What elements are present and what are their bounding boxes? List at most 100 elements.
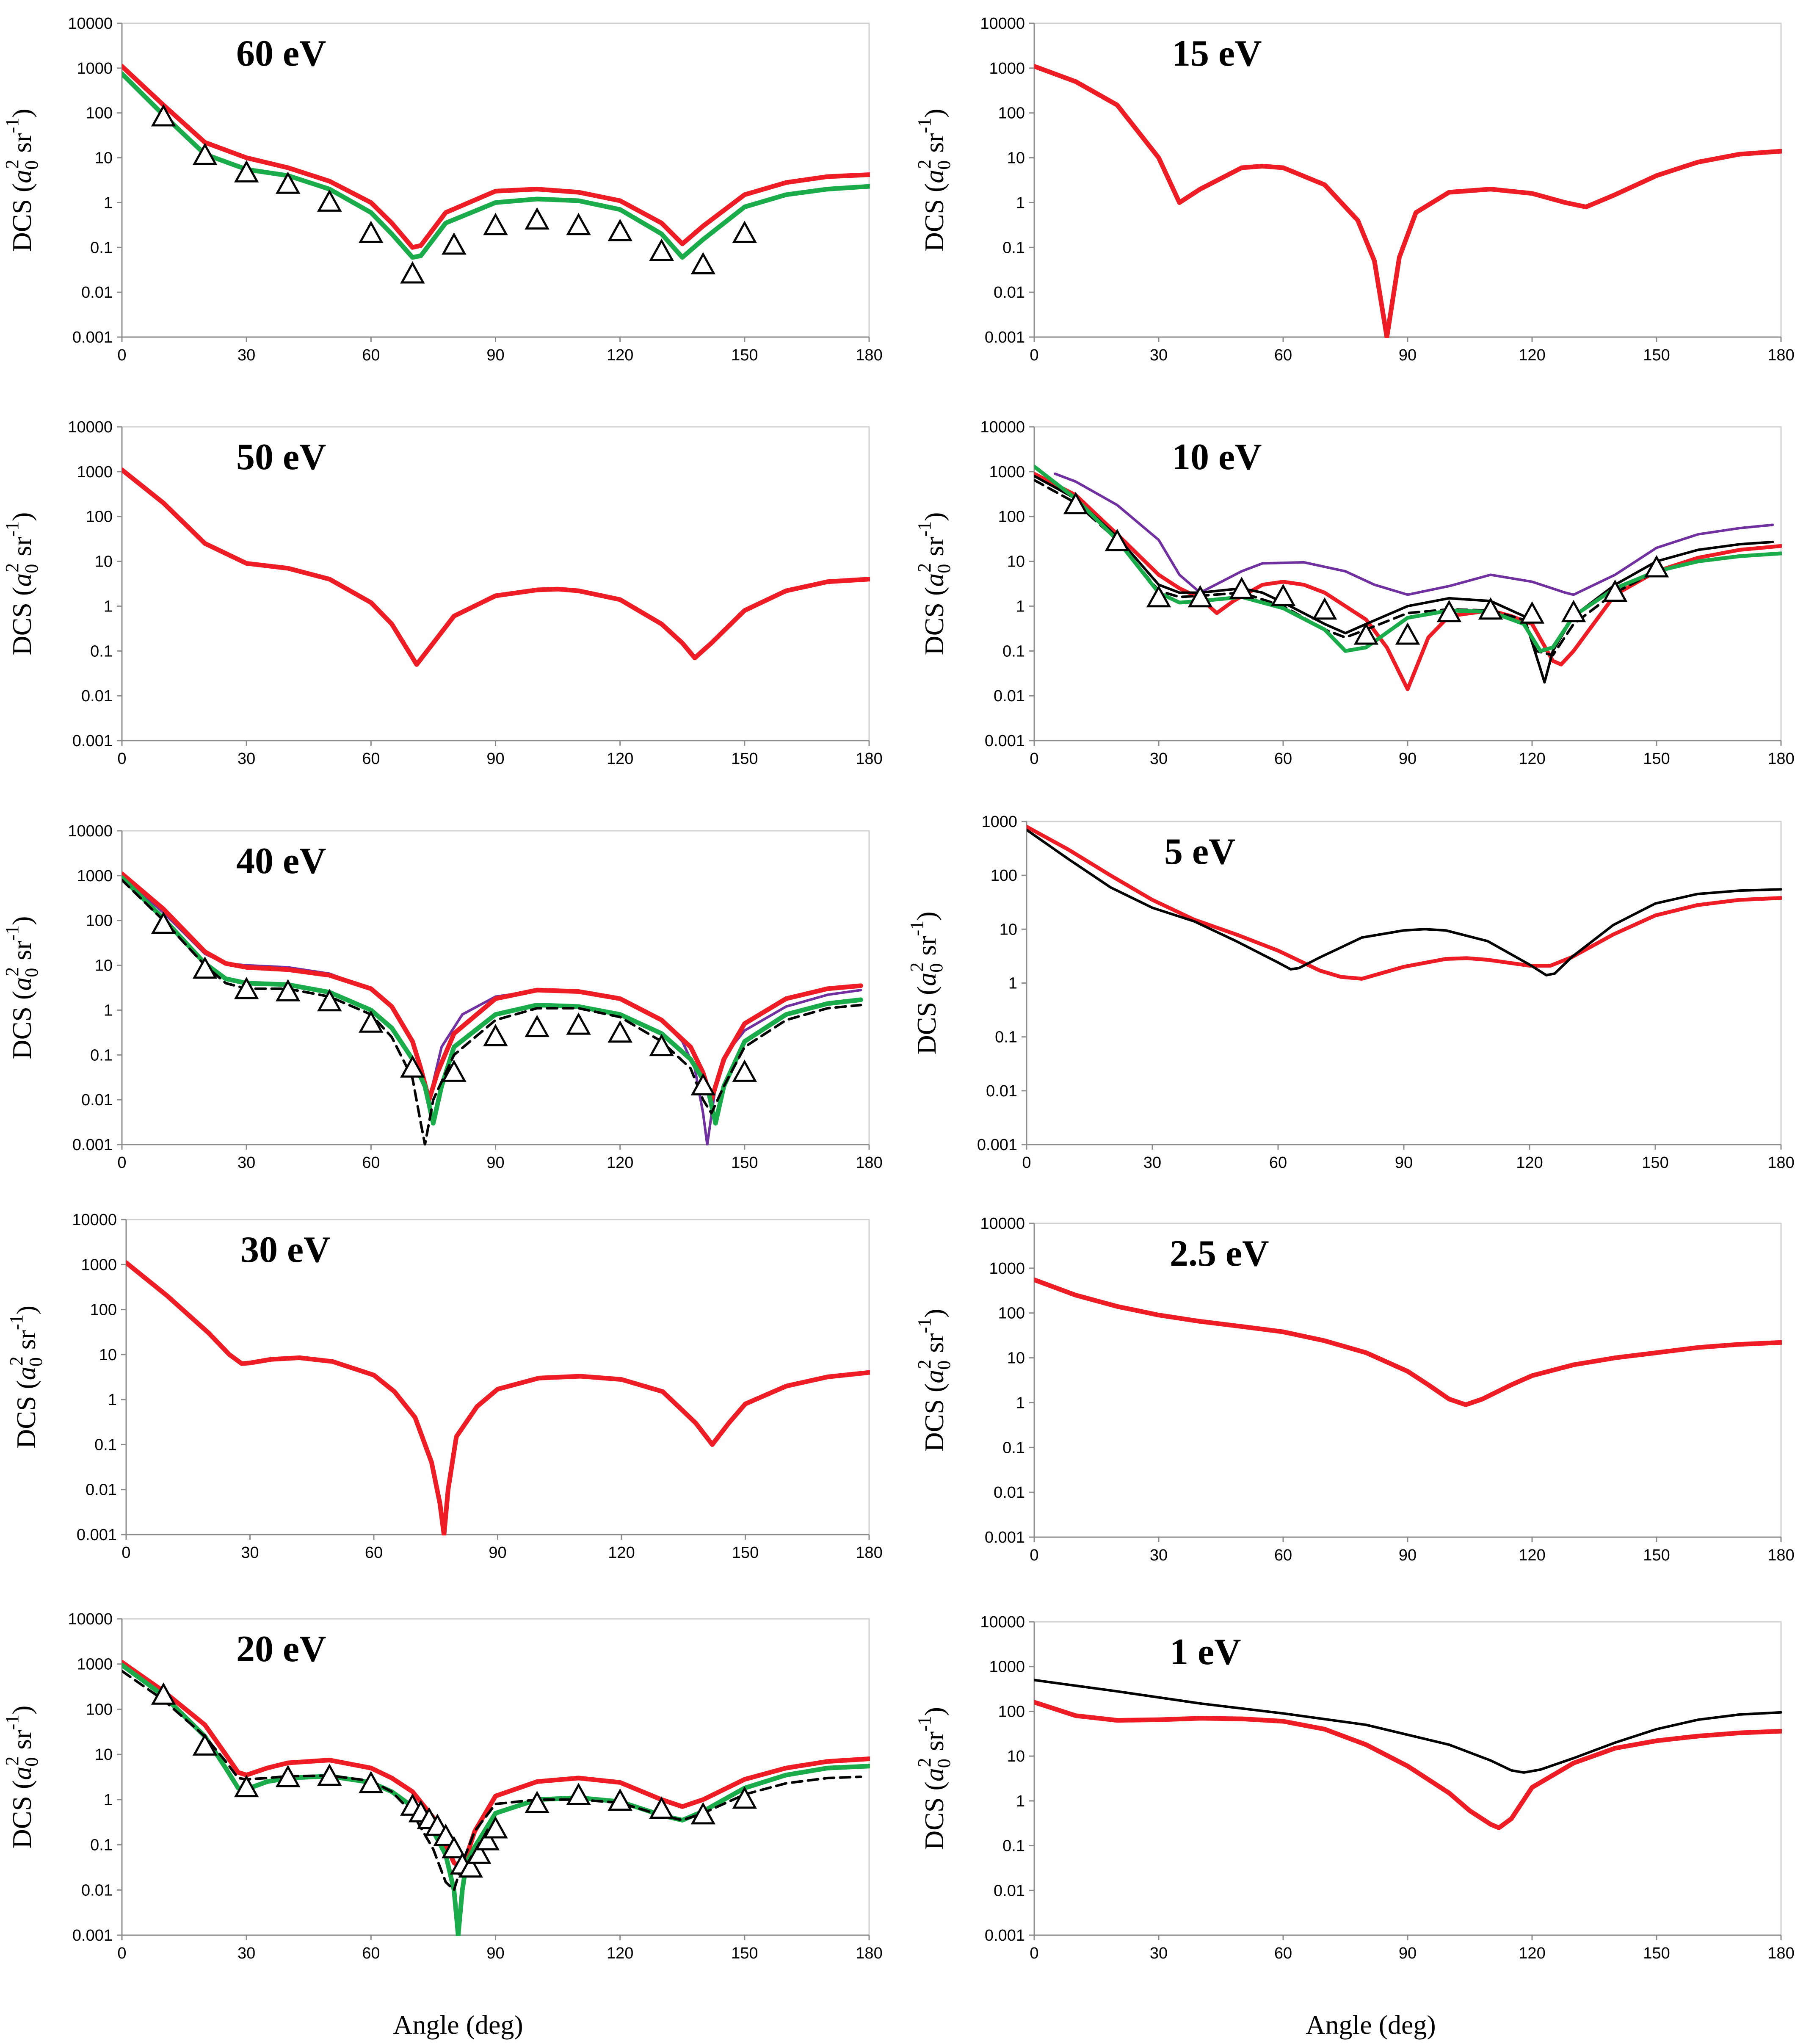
y-tick-label: 10000 [980, 418, 1025, 436]
series-black-dashed [122, 1670, 862, 1892]
x-tick-label: 180 [856, 1544, 882, 1562]
y-tick-label: 1 [104, 1791, 113, 1809]
y-tick-label: 0.1 [1002, 1837, 1025, 1855]
ylabel-part: ) [911, 912, 942, 921]
y-tick-label: 1 [1016, 194, 1025, 212]
chart-p10: 0.001 0.01 0.1 1 10 100 1000 10000 0 30 60 90 120 150… [914, 418, 1795, 768]
ylabel-part: 0 [926, 963, 947, 973]
x-tick-label: 150 [731, 1944, 758, 1962]
ylabel-part: DCS ( [919, 1781, 949, 1850]
ylabel-part: 0 [21, 160, 42, 170]
x-tick-label: 60 [1269, 1154, 1287, 1172]
ylabel-part: sr [7, 133, 37, 159]
x-tick-label: 60 [362, 346, 380, 364]
y-tick-label: 10 [1000, 921, 1017, 938]
chart-p15: 0.001 0.01 0.1 1 10 100 1000 10000 0 30 60 90 120 150… [914, 15, 1795, 364]
experiment-marker [151, 1682, 176, 1705]
y-tick-label: 1000 [989, 1658, 1025, 1676]
ylabel-part: -1 [6, 1314, 27, 1330]
x-tick-label: 30 [1150, 1546, 1168, 1564]
experiment-marker [1644, 555, 1669, 578]
x-tick-label: 0 [122, 1544, 130, 1562]
experiment-marker [483, 1816, 508, 1839]
ylabel-part: -1 [914, 118, 935, 133]
x-tick-label: 120 [1519, 750, 1545, 768]
y-tick-label: 0.001 [985, 1529, 1025, 1546]
experiment-marker [483, 213, 508, 235]
experiment-marker [1478, 597, 1503, 620]
x-tick-label: 30 [1143, 1154, 1161, 1172]
experiment-marker [525, 207, 550, 230]
panel-title: 5 eV [1164, 831, 1236, 872]
ylabel-part: 0 [933, 160, 954, 170]
x-tick-label: 60 [1274, 1944, 1292, 1962]
y-tick-label: 100 [998, 105, 1025, 122]
ylabel-part: 2 [914, 160, 935, 169]
x-tick-label: 0 [1030, 1944, 1038, 1962]
y-tick-label: 0.1 [90, 1046, 113, 1064]
plot-area [121, 426, 870, 741]
plot-area [1033, 1223, 1782, 1538]
experiment-marker [442, 1059, 467, 1082]
ylabel-part: a [7, 170, 37, 183]
chart-p20: 0.001 0.01 0.1 1 10 100 1000 10000 0 30 60 90 120 150… [2, 1610, 883, 1962]
y-tick-label: 0.01 [994, 687, 1025, 705]
ylabel-part: 2 [2, 967, 22, 976]
series-green [122, 71, 870, 260]
y-tick-label: 0.01 [986, 1082, 1017, 1100]
y-tick-label: 1000 [77, 1656, 113, 1673]
experiment-marker [400, 261, 425, 284]
x-tick-label: 60 [362, 1944, 380, 1962]
x-tick-label: 0 [117, 1944, 126, 1962]
ylabel: DCS (a02 sr-1) [914, 1707, 954, 1850]
panel-title: 20 eV [236, 1629, 326, 1670]
chart-p60: 0.001 0.01 0.1 1 10 100 1000 10000 0 30 60 90 120 150… [2, 15, 883, 364]
series-red [1027, 824, 1782, 981]
series-black-dashed [1034, 479, 1782, 657]
ylabel-part: sr [919, 537, 949, 563]
y-tick-label: 0.1 [90, 239, 113, 257]
y-tick-label: 10 [1007, 553, 1025, 571]
x-tick-label: 150 [1642, 1154, 1668, 1172]
x-tick-label: 90 [486, 750, 504, 768]
ylabel: DCS (a02 sr-1) [6, 1306, 46, 1449]
y-tick-label: 100 [86, 508, 113, 526]
experiment-marker [483, 1024, 508, 1046]
y-tick-label: 10000 [68, 418, 113, 436]
ylabel-part: DCS ( [11, 1380, 41, 1449]
y-tick-label: 0.01 [81, 687, 113, 705]
ylabel-part: ) [919, 109, 949, 118]
y-tick-label: 1 [108, 1391, 117, 1409]
ylabel-part: DCS ( [7, 991, 37, 1059]
x-tick-label: 120 [1516, 1154, 1543, 1172]
ylabel: DCS (a02 sr-1) [914, 512, 954, 656]
y-tick-label: 100 [86, 912, 113, 930]
ylabel-part: a [7, 1767, 37, 1780]
series-red [126, 1260, 870, 1535]
experiment-marker [1519, 601, 1545, 624]
ylabel-part: sr [7, 1730, 37, 1756]
x-tick-label: 150 [1643, 346, 1670, 364]
plot-area [121, 830, 870, 1145]
ylabel-part: sr [919, 133, 949, 159]
ylabel-part: a [919, 573, 949, 587]
x-tick-label: 0 [117, 346, 126, 364]
chart-p50: 0.001 0.01 0.1 1 10 100 1000 10000 0 30 60 90 120 150… [2, 418, 883, 768]
experiment-marker [234, 160, 259, 183]
experiment-marker [525, 1015, 550, 1037]
y-tick-label: 10000 [980, 1613, 1025, 1631]
experiment-marker [275, 1765, 301, 1787]
panel-title: 2.5 eV [1170, 1233, 1269, 1274]
ylabel: DCS (a02 sr-1) [2, 1706, 42, 1849]
x-tick-label: 90 [1399, 1944, 1417, 1962]
experiment-marker [1561, 600, 1586, 622]
ylabel-part: a [7, 977, 37, 991]
x-tick-label: 60 [365, 1544, 383, 1562]
x-tick-label: 0 [1030, 1546, 1038, 1564]
chart-p1: 0.001 0.01 0.1 1 10 100 1000 10000 0 30 60 90 120 150… [914, 1613, 1795, 1962]
ylabel-part: 2 [6, 1356, 27, 1366]
x-tick-label: 150 [1643, 750, 1670, 768]
x-tick-label: 90 [1399, 1546, 1417, 1564]
ylabel-part: 0 [21, 1757, 42, 1767]
y-tick-label: 0.01 [994, 1882, 1025, 1900]
